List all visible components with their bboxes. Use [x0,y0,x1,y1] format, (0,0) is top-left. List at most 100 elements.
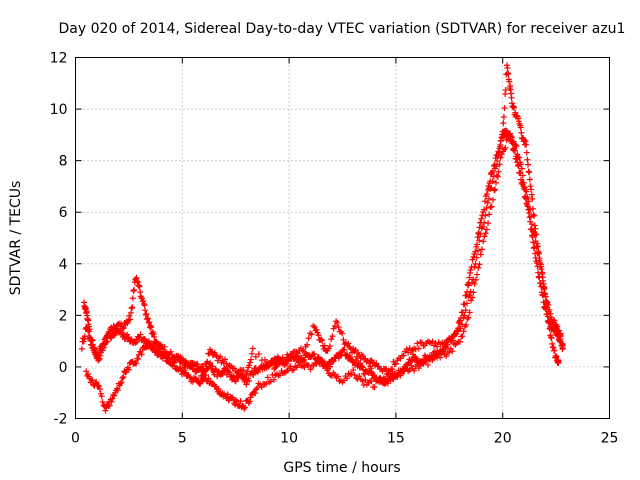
data-point [182,358,189,365]
data-point [348,371,355,378]
data-point [525,168,532,175]
data-point [403,346,410,353]
data-point [497,137,504,144]
data-point [498,151,505,158]
data-point [539,270,546,277]
data-point [471,263,478,270]
data-point [142,307,149,314]
data-point [328,336,335,343]
data-point [471,280,478,287]
data-point [114,387,121,394]
data-point [527,206,534,213]
data-point [217,353,224,360]
data-point [135,282,142,289]
data-point [522,138,529,145]
data-point [502,91,509,98]
data-point [516,154,523,161]
data-point [481,233,488,240]
x-tick-label: 10 [280,431,298,447]
data-point [467,297,474,304]
data-point [406,367,413,373]
data-point [282,356,289,363]
data-point [462,307,469,314]
data-point [557,330,564,337]
data-point [201,368,208,375]
data-point [434,343,441,350]
data-point [91,345,98,352]
data-point [474,241,481,248]
series-sdtvar-lower-branch [83,130,562,414]
data-point [106,331,113,338]
data-point [546,325,553,332]
data-point [119,375,126,382]
data-point [78,345,85,352]
data-point [467,266,474,273]
data-point [356,373,363,380]
data-point [95,383,102,390]
data-point [126,312,133,319]
data-point [276,371,283,378]
data-point [330,325,337,332]
chart-title: Day 020 of 2014, Sidereal Day-to-day VTE… [59,21,626,37]
data-point [517,124,524,131]
y-tick-label: 0 [59,360,68,376]
data-point [103,339,110,346]
data-point [232,401,239,408]
data-point [146,319,153,326]
data-point [219,371,226,378]
data-point [463,321,470,328]
data-point [551,317,558,324]
data-point [413,355,420,362]
data-point [345,340,352,347]
data-point [244,368,251,375]
data-point [456,338,463,345]
data-point [224,391,231,398]
data-point [136,283,143,290]
data-point [482,230,489,237]
data-point [100,344,107,351]
data-point [526,206,533,213]
data-point [99,398,106,405]
data-point [446,349,453,356]
data-point [476,237,483,244]
data-point [525,161,532,168]
data-point [264,374,271,381]
data-point [495,168,502,175]
data-point [268,358,275,365]
x-tick-label: 5 [178,431,187,447]
data-point [98,393,105,400]
data-point [331,371,338,378]
data-point [531,222,538,229]
data-point [188,362,195,369]
data-point [117,380,124,387]
data-point [267,378,274,385]
x-tick-label: 0 [71,431,80,447]
data-point [535,249,542,256]
data-point [250,371,257,378]
data-point [232,378,239,385]
data-point [415,345,422,352]
data-point [385,371,392,378]
y-tick-label: 10 [50,102,68,118]
data-point [405,349,412,356]
data-point [510,103,517,110]
data-point [467,269,474,276]
data-point [246,362,253,369]
data-point [465,293,472,300]
data-point [472,248,479,255]
data-point [170,360,177,367]
data-point [520,179,527,186]
data-point [133,360,140,367]
data-point [453,330,460,337]
data-point [518,129,525,136]
data-point [512,141,519,148]
data-point [359,378,366,385]
data-point [215,385,222,392]
data-point [313,326,320,333]
data-point [86,326,93,333]
data-point [492,186,499,193]
data-point [328,373,335,380]
data-point [89,341,96,348]
data-point [424,361,431,368]
data-point [120,324,127,331]
